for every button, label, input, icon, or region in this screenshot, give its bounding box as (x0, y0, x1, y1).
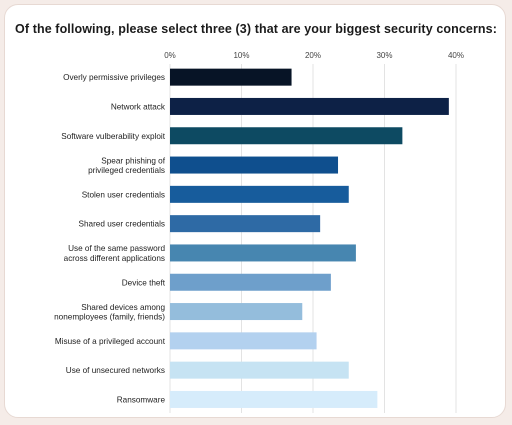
category-label: Overly permissive privileges (63, 73, 165, 82)
x-tick-label: 10% (233, 51, 249, 60)
category-label: Software vulberability exploit (61, 132, 165, 141)
category-label: Use of the same password (68, 244, 165, 253)
bar (170, 185, 349, 203)
category-label: Stolen user credentials (82, 190, 165, 199)
bar (170, 68, 292, 86)
category-label: Device theft (122, 278, 166, 287)
category-label: Misuse of a privileged account (55, 337, 166, 346)
bar (170, 97, 449, 115)
x-tick-label: 40% (448, 51, 464, 60)
category-label: Spear phishing of (101, 156, 165, 165)
x-tick-label: 0% (164, 51, 176, 60)
x-tick-label: 30% (376, 51, 392, 60)
bar (170, 361, 349, 379)
bar (170, 303, 303, 321)
bar (170, 156, 339, 174)
chart-title: Of the following, please select three (3… (15, 22, 497, 36)
bar (170, 244, 356, 262)
category-label: Ransomware (117, 395, 166, 404)
bar (170, 127, 403, 145)
bar (170, 332, 317, 350)
category-label: nonemployees (family, friends) (54, 312, 165, 321)
x-tick-label: 20% (305, 51, 321, 60)
bar (170, 215, 321, 233)
category-label: Shared devices among (81, 303, 165, 312)
category-label: Network attack (111, 102, 166, 111)
category-label: privileged credentials (88, 166, 165, 175)
category-label: Use of unsecured networks (66, 366, 165, 375)
category-label: across different applications (64, 254, 165, 263)
bar (170, 273, 331, 291)
bar (170, 390, 378, 408)
category-label: Shared user credentials (79, 220, 165, 229)
